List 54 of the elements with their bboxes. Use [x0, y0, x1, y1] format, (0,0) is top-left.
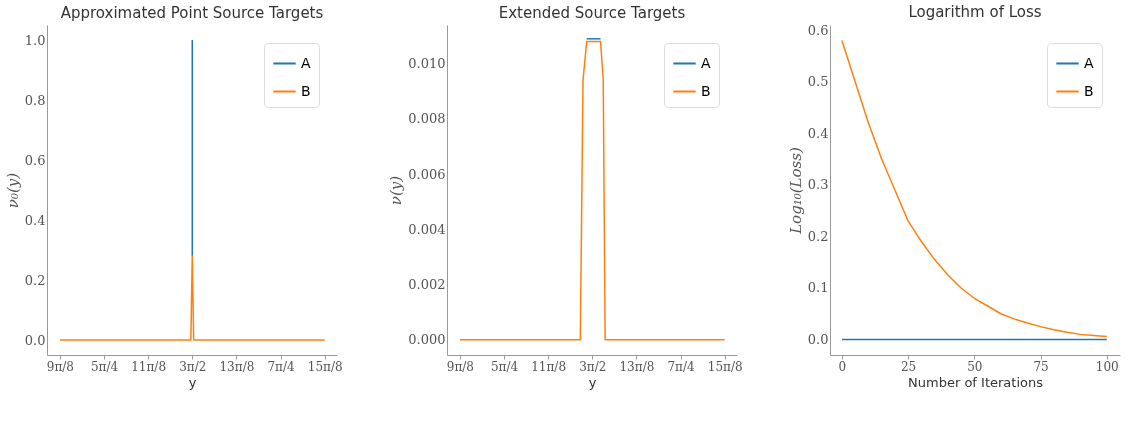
x-tick-label: 9π/8	[46, 359, 74, 374]
x-tick-label: 15π/8	[707, 359, 743, 374]
legend-label: A	[301, 54, 311, 71]
x-tick-label: 13π/8	[619, 359, 655, 374]
chart-title: Logarithm of Loss	[908, 3, 1042, 22]
x-tick-label: 75	[1033, 359, 1049, 374]
x-tick-label: 7π/4	[267, 359, 296, 374]
y-tick-label: 0.004	[408, 221, 446, 237]
x-tick-label: 9π/8	[446, 359, 474, 374]
legend-label: A	[1084, 54, 1094, 71]
x-axis-title: y	[188, 374, 197, 390]
x-tick-label: 11π/8	[531, 359, 567, 374]
y-tick-label: 0.3	[807, 177, 829, 193]
y-axis-title: ν₀(y)	[3, 172, 22, 209]
x-tick-label: 25	[900, 359, 917, 374]
y-tick-label: 0.008	[408, 111, 446, 127]
x-tick-label: 100	[1095, 359, 1119, 374]
y-tick-label: 0.000	[408, 332, 446, 348]
x-tick-label: 13π/8	[219, 359, 255, 374]
y-tick-label: 0.4	[24, 212, 46, 228]
y-tick-label: 0.0	[807, 332, 829, 348]
legend-label: B	[301, 82, 311, 99]
y-tick-label: 0.2	[24, 272, 46, 288]
x-tick-label: 3π/2	[579, 359, 607, 374]
chart-title: Extended Source Targets	[498, 4, 686, 22]
x-tick-label: 15π/8	[307, 359, 343, 374]
legend-label: B	[701, 82, 711, 99]
y-axis-title: ν(y)	[387, 175, 406, 206]
x-axis-title: Number of Iterations	[908, 374, 1044, 390]
y-tick-label: 0.6	[24, 152, 46, 168]
x-tick-label: 50	[967, 359, 983, 374]
x-tick-label: 7π/4	[667, 359, 696, 374]
y-tick-label: 0.5	[807, 74, 829, 90]
x-axis-title: y	[588, 374, 597, 390]
y-tick-label: 0.6	[807, 22, 829, 38]
y-tick-label: 1.0	[24, 32, 46, 48]
y-tick-label: 0.8	[24, 92, 46, 108]
x-tick-label: 5π/4	[90, 359, 119, 374]
x-tick-label: 5π/4	[490, 359, 519, 374]
y-tick-label: 0.006	[408, 166, 446, 182]
y-tick-label: 0.0	[24, 332, 46, 348]
y-tick-label: 0.002	[408, 277, 446, 293]
legend-label: B	[1084, 82, 1094, 99]
y-tick-label: 0.4	[807, 125, 829, 141]
x-tick-label: 11π/8	[131, 359, 167, 374]
chart-title: Approximated Point Source Targets	[60, 4, 324, 22]
y-axis-title: Log₁₀(Loss)	[786, 147, 805, 235]
y-tick-label: 0.2	[807, 228, 829, 244]
x-tick-label: 3π/2	[179, 359, 207, 374]
y-tick-label: 0.010	[408, 56, 446, 72]
line-series	[841, 39, 1108, 338]
x-tick-label: 0	[838, 359, 847, 374]
legend-label: A	[701, 54, 711, 71]
y-tick-label: 0.1	[807, 280, 829, 296]
